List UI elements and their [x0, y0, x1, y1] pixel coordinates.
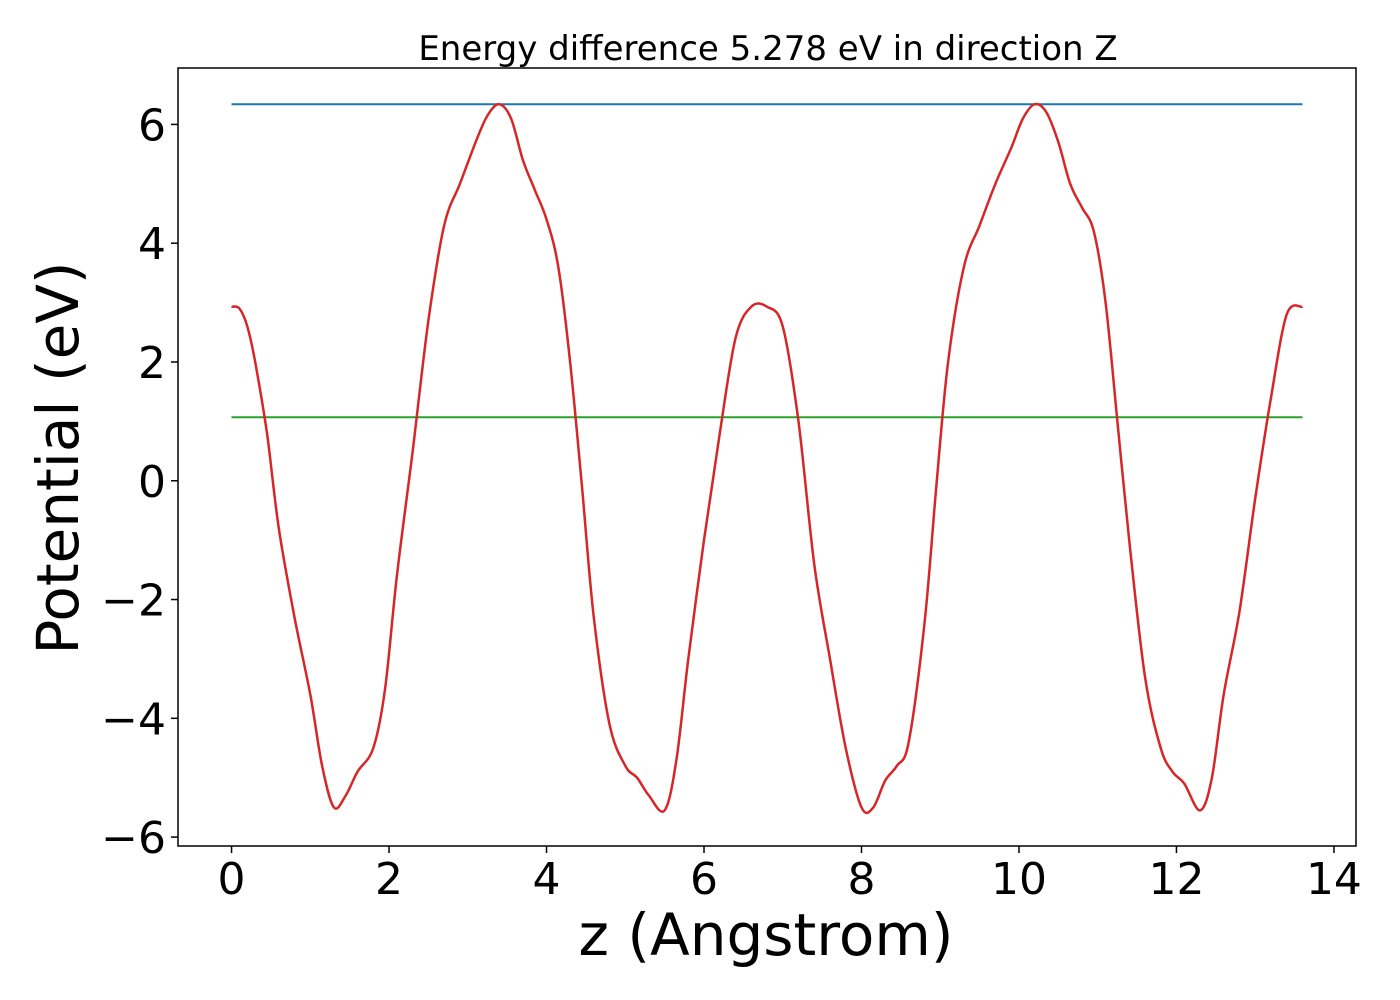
y-tick-label: 6	[138, 100, 166, 151]
x-tick-label: 8	[847, 854, 875, 905]
series-line-3	[231, 102, 1304, 815]
y-tick-label: 2	[138, 338, 166, 389]
x-tick-label: 2	[375, 854, 403, 905]
plot-series-group	[231, 102, 1304, 815]
y-tick-label: 4	[138, 219, 166, 270]
y-axis-ticks: −6 −4 −2 0 2 4 6	[101, 100, 178, 864]
chart-title: Energy difference 5.278 eV in direction …	[418, 29, 1117, 69]
y-tick-label: −6	[101, 813, 166, 864]
plot-frame	[177, 67, 1357, 847]
x-tick-label: 4	[533, 854, 561, 905]
x-tick-label: 6	[690, 854, 718, 905]
x-tick-label: 14	[1306, 854, 1362, 905]
y-axis-title: Potential (eV)	[24, 261, 92, 654]
y-tick-label: −2	[101, 576, 166, 627]
x-axis-title: z (Angstrom)	[579, 901, 954, 969]
x-tick-label: 10	[991, 854, 1047, 905]
y-tick-label: −4	[101, 694, 166, 745]
x-tick-label: 0	[218, 854, 246, 905]
y-tick-label: 0	[138, 457, 166, 508]
x-tick-label: 12	[1148, 854, 1204, 905]
x-axis-ticks: 0 2 4 6 8 10 12 14	[218, 846, 1362, 905]
